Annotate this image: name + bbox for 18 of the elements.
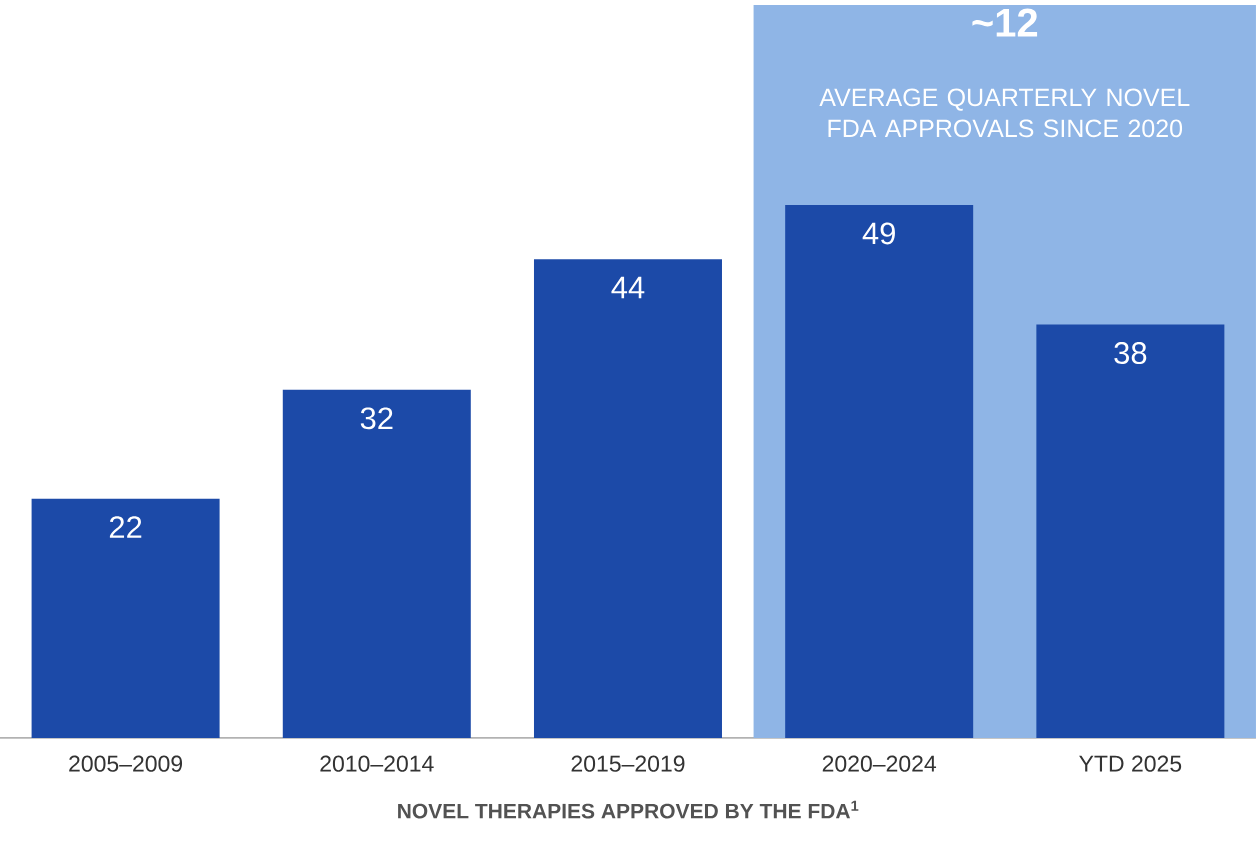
x-tick-label: YTD 2025	[1079, 755, 1182, 772]
data-label: 22	[109, 516, 142, 538]
data-label: 49	[862, 222, 895, 245]
bar	[533, 259, 722, 738]
band-label: ~12	[972, 8, 1038, 37]
x-axis-title: NOVEL THERAPIES APPROVED BY THE FDA$^{1}$	[398, 800, 859, 819]
bar	[1036, 324, 1225, 738]
x-tick-label: 2020–2024	[822, 755, 937, 772]
data-label: 44	[611, 276, 645, 299]
x-tick-label: 2005–2009	[69, 755, 183, 772]
text: AVERAGE QUARTERLY NOVEL FDA APPROVALS SINCE 2020	[819, 88, 1190, 138]
x-tick-label: 2015–2019	[571, 755, 685, 772]
data-label: 32	[360, 407, 393, 430]
data-label: 38	[1114, 342, 1147, 365]
x-tick-label: 2010–2014	[320, 755, 434, 772]
bar	[282, 389, 471, 738]
bar	[785, 204, 974, 738]
bar	[31, 498, 220, 738]
